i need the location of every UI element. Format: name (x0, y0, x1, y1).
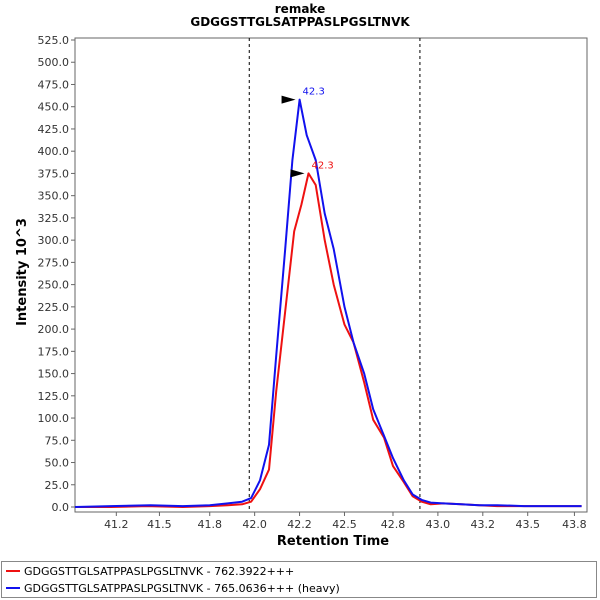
x-tick-label: 43.8 (562, 518, 587, 531)
legend-item-heavy: GDGGSTTGLSATPPASLPGSLTNVK - 765.0636+++ … (6, 580, 340, 596)
y-tick-label: 500.0 (38, 56, 70, 69)
peak-arrow-icon (281, 95, 296, 104)
y-tick-label: 225.0 (38, 301, 70, 314)
y-tick-label: 25.0 (45, 479, 70, 492)
y-axis-label: Intensity 10^3 (15, 218, 30, 326)
peak-label-light: 42.3 (312, 160, 334, 171)
y-tick-label: 300.0 (38, 234, 70, 247)
x-tick-label: 43.2 (471, 518, 496, 531)
x-axis-label: Retention Time (277, 534, 389, 549)
y-tick-label: 525.0 (38, 34, 70, 47)
peak-label-heavy: 42.3 (303, 87, 325, 98)
y-tick-label: 350.0 (38, 190, 70, 203)
y-tick-label: 150.0 (38, 368, 70, 381)
x-tick-label: 41.2 (104, 518, 129, 531)
chart-subtitle: GDGGSTTGLSATPPASLPGSLTNVK (190, 15, 410, 29)
legend-item-light: GDGGSTTGLSATPPASLPGSLTNVK - 762.3922+++ (6, 563, 294, 579)
y-tick-label: 250.0 (38, 279, 70, 292)
legend: GDGGSTTGLSATPPASLPGSLTNVK - 762.3922+++ … (1, 561, 597, 598)
y-tick-label: 100.0 (38, 412, 70, 425)
x-tick-label: 43.0 (426, 518, 451, 531)
y-tick-label: 375.0 (38, 167, 70, 180)
integration-bounds (248, 38, 421, 512)
x-axis: 41.2 41.5 41.8 42.0 42.2 42.5 42.8 43.0 43.2 43.5… (104, 512, 587, 531)
chromatogram-chart: remake GDGGSTTGLSATPPASLPGSLTNVK 0.0 25.0… (15, 2, 588, 549)
peak-arrow-icon (290, 169, 305, 178)
legend-swatch-heavy (6, 587, 20, 589)
x-tick-label: 42.8 (381, 518, 406, 531)
x-tick-label: 42.2 (287, 518, 312, 531)
x-tick-label: 41.5 (147, 518, 172, 531)
legend-label-heavy: GDGGSTTGLSATPPASLPGSLTNVK - 765.0636+++ … (24, 581, 340, 595)
y-axis: 0.0 25.0 50.0 75.0 100.0 125.0 150.0 175.0 200.0… (38, 34, 75, 514)
y-tick-label: 200.0 (38, 323, 70, 336)
y-tick-label: 75.0 (45, 434, 70, 447)
y-tick-label: 125.0 (38, 390, 70, 403)
y-tick-label: 425.0 (38, 123, 70, 136)
y-tick-label: 475.0 (38, 78, 70, 91)
y-tick-label: 275.0 (38, 256, 70, 269)
y-tick-label: 400.0 (38, 145, 70, 158)
x-tick-label: 43.5 (515, 518, 540, 531)
series-line-heavy (74, 98, 582, 508)
y-tick-label: 0.0 (52, 501, 70, 514)
series-lines (74, 98, 582, 508)
legend-swatch-light (6, 570, 20, 572)
legend-label-light: GDGGSTTGLSATPPASLPGSLTNVK - 762.3922+++ (24, 564, 295, 578)
y-tick-label: 50.0 (45, 457, 70, 470)
chart-title: remake (275, 2, 325, 16)
y-tick-label: 175.0 (38, 345, 70, 358)
x-tick-label: 42.0 (242, 518, 267, 531)
x-tick-label: 42.5 (332, 518, 357, 531)
peak-annotations: 42.3 42.3 (281, 87, 334, 178)
y-tick-label: 325.0 (38, 212, 70, 225)
y-tick-label: 450.0 (38, 101, 70, 114)
x-tick-label: 41.8 (197, 518, 222, 531)
